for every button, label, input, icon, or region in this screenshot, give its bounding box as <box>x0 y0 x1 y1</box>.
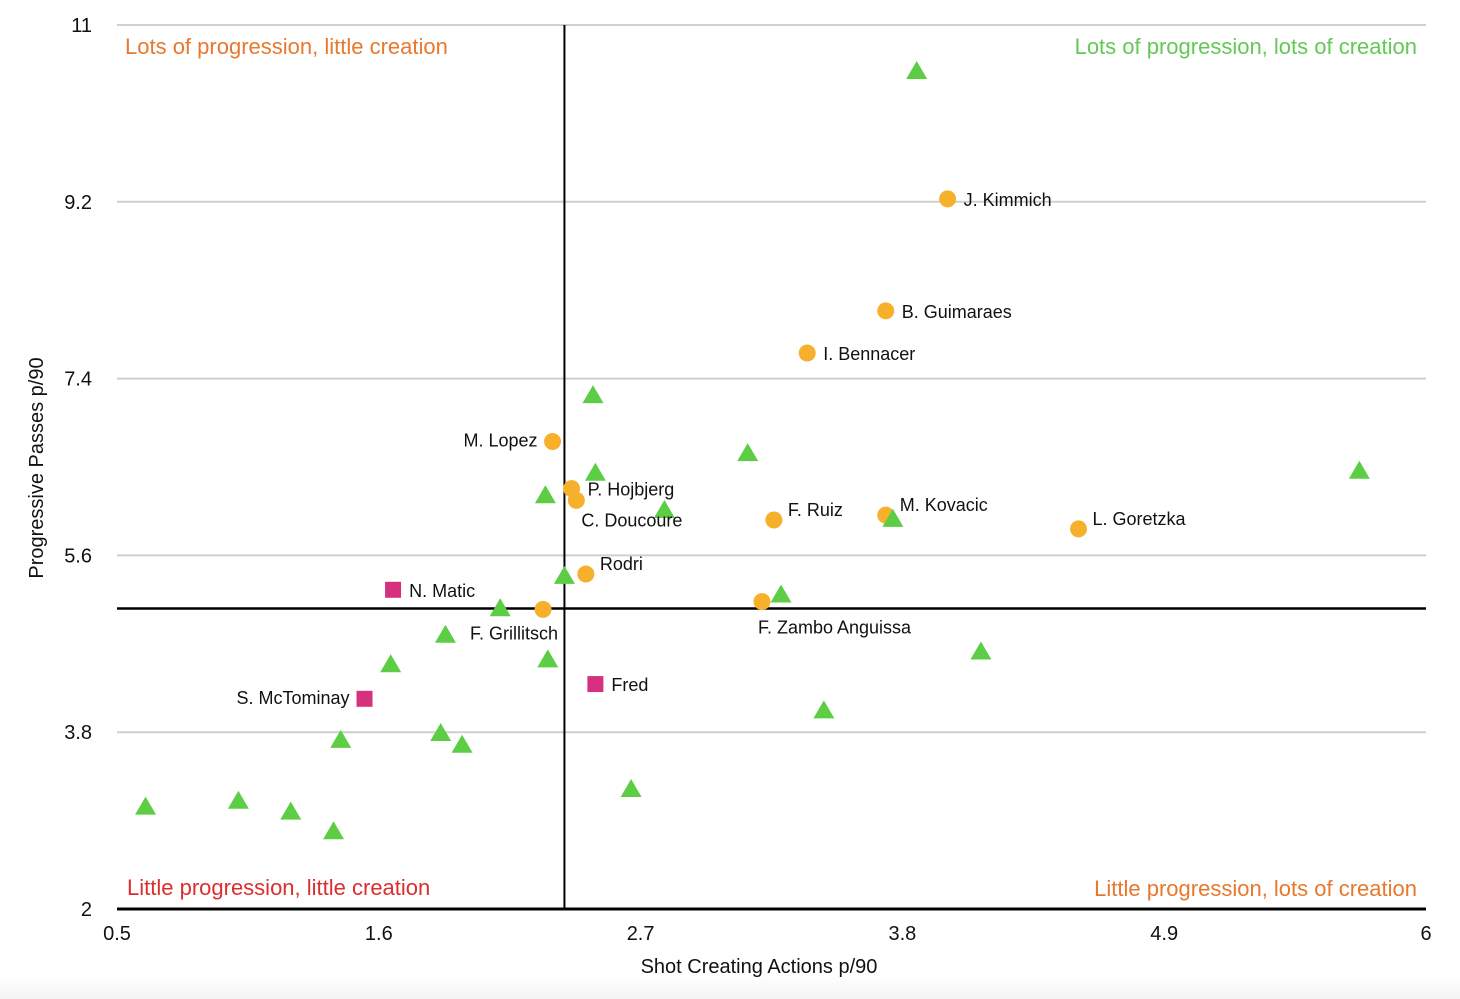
quadrant-label-bottom-left: Little progression, little creation <box>127 875 430 900</box>
point-label: S. McTominay <box>236 688 349 708</box>
circle-point <box>544 432 562 450</box>
y-tick-label: 3.8 <box>64 722 92 744</box>
x-tick-label: 3.8 <box>888 923 916 945</box>
square-point <box>356 690 373 707</box>
x-tick-label: 1.6 <box>365 923 393 945</box>
triangle-point <box>653 500 675 519</box>
triangle-point <box>434 624 456 643</box>
x-tick-label: 0.5 <box>103 923 131 945</box>
circle-point <box>753 593 771 611</box>
y-tick-label: 7.4 <box>64 369 92 391</box>
y-tick-label: 11 <box>71 15 92 37</box>
square-point <box>587 676 604 693</box>
triangle-point <box>380 654 402 673</box>
circle-point <box>567 491 585 509</box>
triangle-point <box>227 790 249 809</box>
point-label: C. Doucoure <box>581 510 682 530</box>
triangle-point <box>323 821 345 840</box>
circle-point <box>1070 520 1088 538</box>
quadrant-labels: Lots of progression, little creation Lots… <box>125 34 1417 901</box>
circle-point <box>765 511 783 529</box>
point-label: P. Hojbjerg <box>588 480 675 500</box>
x-tick-label: 6 <box>1420 923 1431 945</box>
triangle-point <box>534 485 556 504</box>
square-point <box>385 581 402 598</box>
triangle-point <box>882 508 904 527</box>
triangle-point <box>537 649 559 668</box>
circle-point <box>877 302 895 320</box>
triangle-point <box>737 443 759 462</box>
reference-lines <box>117 25 1426 909</box>
triangle-point <box>451 734 473 753</box>
y-tick-label: 9.2 <box>64 192 92 214</box>
axes: 2 3.8 5.6 7.4 9.2 11 0.5 1.6 2.7 3.8 4.9 6 <box>64 15 1431 945</box>
y-axis-title: Progressive Passes p/90 <box>26 357 48 578</box>
point-label: F. Zambo Anguissa <box>758 618 912 638</box>
circle-point <box>577 565 595 583</box>
triangle-point <box>430 723 452 742</box>
quadrant-label-bottom-right: Little progression, lots of creation <box>1094 876 1417 901</box>
triangle-point <box>330 729 352 748</box>
quadrant-label-top-right: Lots of progression, lots of creation <box>1075 34 1417 59</box>
point-label: Fred <box>611 675 648 695</box>
point-label: F. Ruiz <box>788 500 843 520</box>
x-tick-label: 4.9 <box>1150 923 1178 945</box>
point-label: I. Bennacer <box>823 344 915 364</box>
triangle-point <box>489 598 511 617</box>
y-tick-label: 5.6 <box>64 545 92 567</box>
triangle-point <box>135 796 157 815</box>
point-label: N. Matic <box>409 581 475 601</box>
x-tick-label: 2.7 <box>627 923 655 945</box>
point-label: M. Lopez <box>463 430 537 450</box>
triangle-point <box>582 385 604 404</box>
triangle-point <box>1348 460 1370 479</box>
point-label: L. Goretzka <box>1093 509 1187 529</box>
triangle-point <box>620 778 642 797</box>
circle-point <box>798 344 816 362</box>
triangle-point <box>584 462 606 481</box>
y-tick-label: 2 <box>81 899 92 921</box>
point-label: B. Guimaraes <box>902 302 1012 322</box>
point-label: J. Kimmich <box>964 190 1052 210</box>
circle-point <box>534 600 552 618</box>
triangle-point <box>553 565 575 584</box>
triangle-point <box>280 801 302 820</box>
triangle-point <box>970 641 992 660</box>
x-axis-title: Shot Creating Actions p/90 <box>641 956 878 978</box>
data-points <box>135 60 1370 840</box>
quadrant-label-top-left: Lots of progression, little creation <box>125 34 448 59</box>
circle-point <box>939 190 957 208</box>
triangle-point <box>906 60 928 79</box>
triangle-point <box>813 700 835 719</box>
point-label: F. Grillitsch <box>470 623 558 643</box>
point-label: Rodri <box>600 554 643 574</box>
gridlines <box>117 24 1426 734</box>
triangle-point <box>770 584 792 603</box>
point-labels: J. Kimmich B. Guimaraes I. Bennacer M. Lope… <box>236 190 1186 708</box>
point-label: M. Kovacic <box>900 495 988 515</box>
